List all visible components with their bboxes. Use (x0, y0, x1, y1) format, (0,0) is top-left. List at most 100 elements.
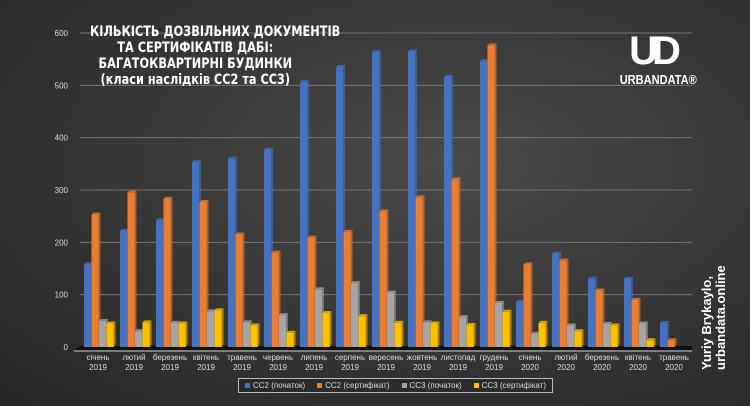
bar-side (545, 320, 548, 347)
x-tick-label: 2020 (593, 363, 611, 372)
bar-side (293, 330, 296, 347)
bar (559, 260, 567, 347)
bar (307, 237, 315, 347)
bar-side (365, 314, 368, 347)
bar-side (98, 212, 101, 347)
bar-top (106, 321, 116, 324)
bar (163, 198, 171, 347)
legend-label: СС3 (початок) (409, 381, 462, 390)
x-tick-label: 2019 (269, 363, 287, 372)
bar (120, 230, 127, 347)
bar-top (243, 320, 252, 323)
x-tick-label: серпень (335, 353, 365, 362)
x-tick-label: 2019 (305, 363, 323, 372)
credit-line: Yuriy Brykaylo, (699, 276, 714, 370)
x-tick-label: березень (153, 353, 187, 362)
bar-top (559, 258, 569, 261)
bar (207, 311, 214, 347)
bar (300, 82, 307, 348)
bar (178, 323, 186, 347)
bar (646, 340, 654, 347)
y-tick-label: 600 (55, 29, 69, 38)
bar (660, 322, 667, 347)
x-tick-label: 2019 (161, 363, 179, 372)
legend-item: СС3 (сертифікат) (473, 381, 546, 390)
chart-title: КІЛЬКІСТЬ ДОЗВІЛЬНИХ ДОКУМЕНТІВ ТА СЕРТИ… (90, 24, 340, 88)
bar-top (667, 338, 677, 341)
bar-top (567, 323, 576, 326)
bar (639, 323, 646, 347)
bar-top (343, 229, 353, 232)
bar (466, 325, 474, 347)
bar-top (516, 299, 525, 302)
credit-line: urbandata.online (713, 265, 728, 370)
legend-swatch (245, 383, 250, 388)
bar (531, 333, 538, 347)
bar-side (206, 200, 209, 347)
bar (372, 52, 379, 347)
bar (171, 322, 178, 347)
bar-top (531, 331, 540, 334)
bar (480, 61, 487, 347)
x-tick-label: січень (519, 353, 542, 362)
x-tick-label: лютий (554, 353, 577, 362)
bar-side (473, 323, 476, 347)
bar (603, 323, 610, 347)
x-tick-label: травень (659, 353, 689, 362)
x-tick-label: 2019 (485, 363, 503, 372)
x-tick-label: березень (585, 353, 619, 362)
legend-swatch (317, 383, 323, 388)
x-tick-label: 2019 (233, 363, 251, 372)
bar-top (120, 228, 129, 231)
bar (423, 322, 430, 347)
x-tick-label: 2019 (449, 363, 467, 372)
bar-side (458, 177, 461, 347)
bar-top (192, 160, 201, 163)
bar-top (156, 218, 165, 221)
legend-label: СС2 (сертифікат) (325, 381, 390, 390)
bar-top (552, 251, 561, 254)
bar-top (199, 200, 209, 203)
bar (459, 317, 466, 347)
bar-top (444, 74, 453, 77)
bar (408, 51, 415, 348)
x-tick-label: 2019 (377, 363, 395, 372)
x-tick-label: травень (227, 353, 257, 362)
y-tick-label: 200 (55, 238, 69, 247)
bar-top (235, 232, 245, 235)
bar-top (250, 323, 260, 326)
bar (430, 323, 438, 347)
bar-top (84, 262, 93, 265)
bar (415, 197, 423, 347)
bar (271, 252, 279, 347)
bar-side (437, 321, 440, 347)
x-tick-label: листопад (441, 353, 476, 362)
bar (351, 283, 358, 347)
bar-side (674, 338, 677, 347)
logo-mark: UD (629, 29, 681, 73)
x-tick-label: лютий (122, 353, 145, 362)
bar (142, 322, 150, 347)
title-line: ТА СЕРТИФІКАТІВ ДАБІ: (117, 40, 274, 56)
bar-top (178, 321, 188, 324)
bar-top (163, 196, 173, 199)
bar-top (379, 209, 389, 212)
bar (336, 67, 343, 348)
bar-top (91, 212, 101, 215)
bar (192, 162, 199, 347)
bar-top (502, 309, 512, 312)
bar-top (408, 49, 417, 52)
bar-top (387, 290, 396, 293)
bar-top (430, 321, 440, 324)
bar-top (631, 297, 641, 300)
bar (523, 264, 531, 347)
bar-top (523, 262, 533, 265)
bar (387, 292, 394, 347)
y-tick-label: 500 (55, 81, 69, 90)
legend-item: СС2 (сертифікат) (317, 381, 390, 390)
bar-top (423, 320, 432, 323)
bar (264, 149, 271, 347)
title-line: БАГАТОКВАРТИРНІ БУДИНКИ (98, 56, 293, 72)
legend-swatch (401, 383, 407, 388)
bar-top (588, 276, 597, 279)
